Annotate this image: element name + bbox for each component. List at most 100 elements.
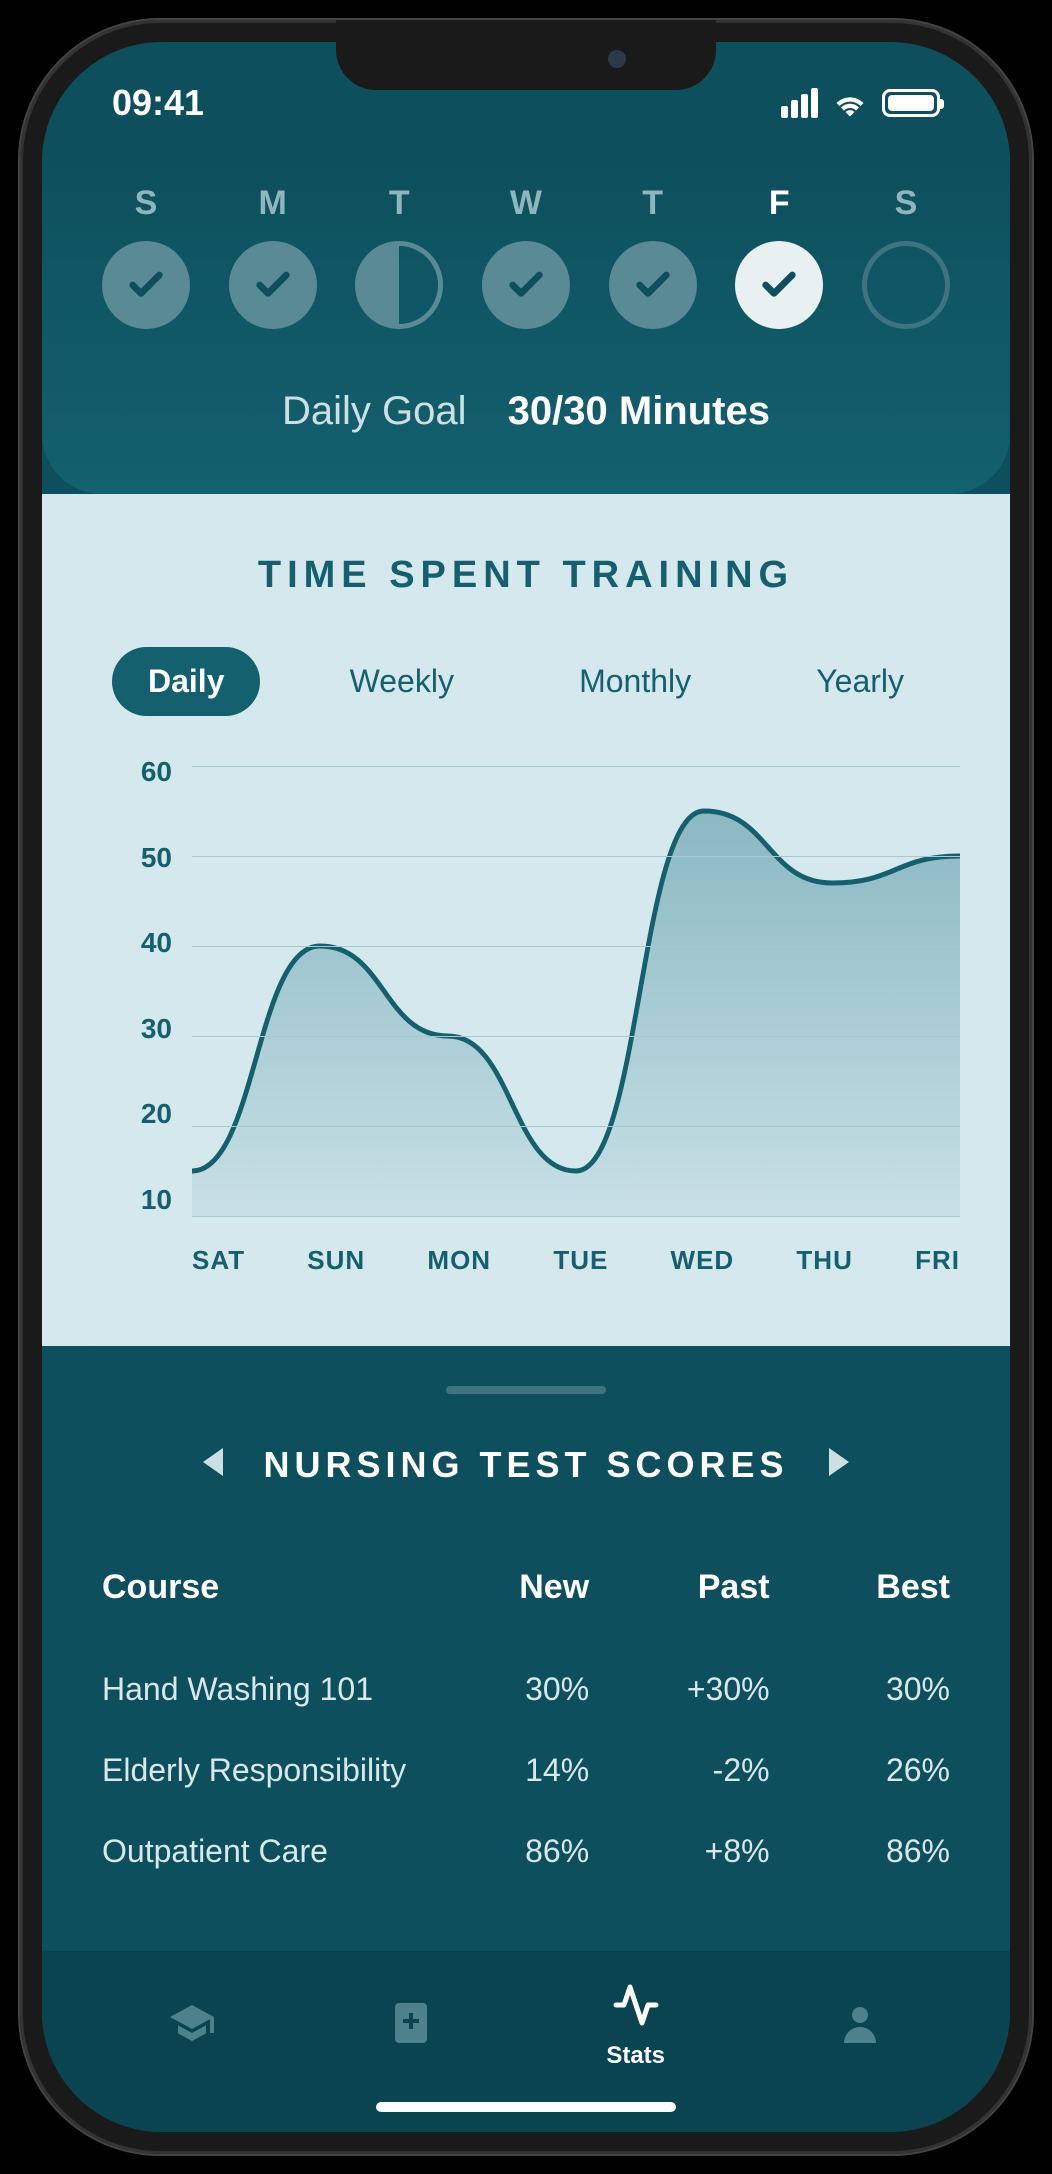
scores-prev-button[interactable] <box>203 1447 223 1484</box>
tab-book-medical[interactable] <box>387 1999 435 2052</box>
x-tick: WED <box>671 1245 735 1276</box>
cellular-signal-icon <box>781 88 818 118</box>
day-circle-done <box>609 241 697 329</box>
grid-line <box>192 1126 960 1127</box>
x-tick: THU <box>796 1245 852 1276</box>
table-row[interactable]: Elderly Responsibility 14% -2% 26% <box>102 1730 950 1811</box>
home-indicator[interactable] <box>376 2102 676 2112</box>
user-icon <box>836 1999 884 2052</box>
y-tick: 50 <box>112 842 172 874</box>
x-tick: SUN <box>307 1245 365 1276</box>
time-tab-daily[interactable]: Daily <box>112 647 260 716</box>
bottom-area: Stats <box>42 1951 1010 2132</box>
table-row[interactable]: Outpatient Care 86% +8% 86% <box>102 1811 950 1892</box>
day-circle-half <box>355 241 443 329</box>
status-time: 09:41 <box>112 82 204 124</box>
scores-table: Course New Past Best Hand Washing 101 30… <box>102 1546 950 1892</box>
wifi-icon <box>832 89 868 117</box>
grid-line <box>192 856 960 857</box>
chart-panel: TIME SPENT TRAINING Daily Weekly Monthly Ye… <box>42 494 1010 1346</box>
battery-icon <box>882 89 940 117</box>
day-label: F <box>769 184 790 223</box>
x-tick: SAT <box>192 1245 245 1276</box>
y-tick: 10 <box>112 1184 172 1216</box>
chart-title: TIME SPENT TRAINING <box>92 554 960 597</box>
phone-frame: 09:41 S M T W T F S Daily Goal <box>20 20 1032 2154</box>
y-tick: 30 <box>112 1013 172 1045</box>
col-best: Best <box>780 1568 950 1607</box>
cell-new: 14% <box>419 1752 589 1789</box>
day-label: T <box>642 184 663 223</box>
scores-next-button[interactable] <box>829 1447 849 1484</box>
tab-user[interactable] <box>836 1999 884 2052</box>
col-past: Past <box>599 1568 769 1607</box>
day-1[interactable]: M <box>229 184 317 329</box>
time-tab-yearly[interactable]: Yearly <box>780 647 940 716</box>
day-6[interactable]: S <box>862 184 950 329</box>
cell-new: 86% <box>419 1833 589 1870</box>
cell-course: Elderly Responsibility <box>102 1752 409 1789</box>
day-label: S <box>135 184 158 223</box>
graduation-cap-icon <box>168 1999 216 2052</box>
col-new: New <box>419 1568 589 1607</box>
y-tick: 40 <box>112 927 172 959</box>
training-area-chart <box>192 766 960 1216</box>
cell-new: 30% <box>419 1671 589 1708</box>
x-tick: TUE <box>553 1245 608 1276</box>
y-axis: 60 50 40 30 20 10 <box>112 756 172 1216</box>
tab-bar: Stats <box>42 1951 1010 2090</box>
grid-line <box>192 766 960 767</box>
phone-notch <box>336 20 716 90</box>
daily-goal-label: Daily Goal <box>282 389 467 433</box>
chevron-left-icon <box>203 1448 223 1476</box>
day-4[interactable]: T <box>609 184 697 329</box>
day-0[interactable]: S <box>102 184 190 329</box>
day-label: S <box>895 184 918 223</box>
day-5[interactable]: F <box>735 184 823 329</box>
scores-title: NURSING TEST SCORES <box>263 1444 788 1486</box>
chart-area: 60 50 40 30 20 10 SAT SUN MON TUE WED THU FRI <box>112 756 960 1276</box>
x-tick: FRI <box>915 1245 960 1276</box>
cell-course: Outpatient Care <box>102 1833 409 1870</box>
day-circle-done <box>102 241 190 329</box>
drag-handle[interactable] <box>446 1386 606 1394</box>
day-circle-active <box>735 241 823 329</box>
day-label: M <box>258 184 286 223</box>
time-tab-weekly[interactable]: Weekly <box>314 647 490 716</box>
y-tick: 20 <box>112 1098 172 1130</box>
cell-best: 26% <box>780 1752 950 1789</box>
day-label: T <box>389 184 410 223</box>
day-circle-done <box>482 241 570 329</box>
header-panel: S M T W T F S Daily Goal 30/30 Minutes <box>42 144 1010 494</box>
tab-graduation-cap[interactable] <box>168 1999 216 2052</box>
grid-line <box>192 1036 960 1037</box>
grid-line <box>192 946 960 947</box>
day-circle-empty <box>862 241 950 329</box>
cell-past: +30% <box>599 1671 769 1708</box>
col-course: Course <box>102 1568 409 1607</box>
week-row: SMTWTFS <box>92 184 960 329</box>
table-row[interactable]: Hand Washing 101 30% +30% 30% <box>102 1649 950 1730</box>
day-circle-done <box>229 241 317 329</box>
scores-header: NURSING TEST SCORES <box>102 1444 950 1486</box>
daily-goal-value: 30/30 Minutes <box>508 389 770 433</box>
x-tick: MON <box>427 1245 491 1276</box>
day-3[interactable]: W <box>482 184 570 329</box>
cell-best: 86% <box>780 1833 950 1870</box>
chart-plot <box>192 766 960 1216</box>
day-label: W <box>510 184 542 223</box>
y-tick: 60 <box>112 756 172 788</box>
time-tab-monthly[interactable]: Monthly <box>543 647 727 716</box>
day-2[interactable]: T <box>355 184 443 329</box>
phone-screen: 09:41 S M T W T F S Daily Goal <box>42 42 1010 2132</box>
tab-activity[interactable]: Stats <box>606 1981 665 2070</box>
chevron-right-icon <box>829 1448 849 1476</box>
cell-past: -2% <box>599 1752 769 1789</box>
grid-line <box>192 1216 960 1217</box>
activity-icon <box>612 1981 660 2034</box>
cell-best: 30% <box>780 1671 950 1708</box>
tab-label: Stats <box>606 2042 665 2070</box>
time-range-tabs: Daily Weekly Monthly Yearly <box>112 647 940 716</box>
daily-goal: Daily Goal 30/30 Minutes <box>92 389 960 434</box>
status-icons <box>781 88 940 118</box>
